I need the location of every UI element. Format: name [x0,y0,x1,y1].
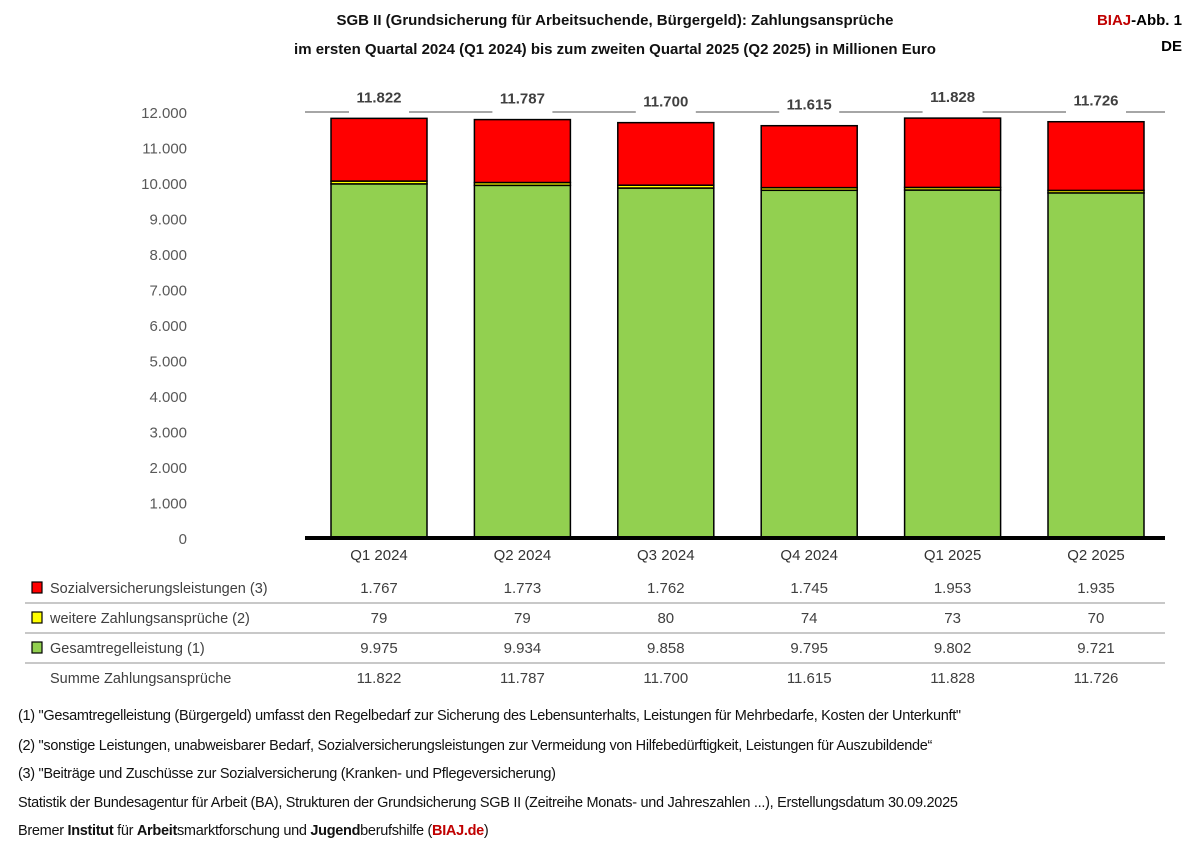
figure-badge: BIAJ-Abb. 1 DE [1097,12,1182,55]
bar-segment-sozialversicherung [1047,120,1145,192]
legend-label: weitere Zahlungsansprüche (2) [49,611,250,627]
credit-line: Bremer Institut für Arbeitsmarktforschun… [18,823,489,839]
credit-text: für [113,823,137,839]
bar-segment-sozialversicherung [617,121,715,186]
bar-segment-sozialversicherung [903,117,1002,189]
total-label-bg [1066,84,1126,116]
total-data-label: 11.828 [930,89,975,106]
chart-title-line1: SGB II (Grundsicherung für Arbeitsuchend… [336,12,894,29]
table-cell: 1.935 [1077,580,1115,597]
table-cell: 74 [801,610,818,627]
bar-segment-sozialversicherung [330,117,428,182]
bar-segment-gesamtregelleistung [330,183,428,539]
table-cell: 9.802 [934,640,972,657]
y-tick-label: 9.000 [149,212,187,229]
y-tick-label: 5.000 [149,354,187,371]
stacked-bar-chart: 0 1.000 2.000 3.000 4.000 5.000 6.000 7.000 8.00… [25,84,1165,687]
total-data-label: 11.615 [787,97,832,114]
footnote-3: (3) "Beiträge und Zuschüsse zur Sozialve… [18,766,556,782]
y-tick-label: 7.000 [149,283,187,300]
footnote-2: (2) "sonstige Leistungen, unabweisbarer … [18,738,933,754]
y-tick-label: 10.000 [141,176,187,193]
footnote-1: (1) "Gesamtregelleistung (Bürgergeld) um… [18,708,961,724]
badge-label: -Abb. 1 [1131,12,1182,29]
badge-brand: BIAJ [1096,12,1132,29]
y-tick-label: 12.000 [141,105,187,122]
x-tick-label: Q1 2024 [350,547,408,564]
bar-segment-gesamtregelleistung [760,189,858,539]
y-tick-label: 0 [179,531,187,548]
total-label-bg [635,84,696,116]
y-tick-label: 2.000 [149,460,187,477]
legend-label: Gesamtregelleistung (1) [50,641,205,657]
bar-segment-gesamtregelleistung [1047,192,1145,539]
credit-text: Bremer [18,823,68,839]
credit-text: berufshilfe ( [360,823,433,839]
biaj-link[interactable]: BIAJ.de [432,823,484,839]
total-data-label: 11.726 [1073,93,1118,110]
table-cell: 80 [657,610,674,627]
table-cell: 9.795 [790,640,828,657]
bar-segment-gesamtregelleistung [903,189,1002,539]
total-label-bg [492,84,553,116]
x-tick-label: Q2 2025 [1067,547,1125,564]
bar-segment-gesamtregelleistung [617,187,715,539]
bar-segment-sozialversicherung [760,124,858,189]
table-cell: 1.773 [504,580,542,597]
total-label-bg [922,84,983,116]
table-cell: 79 [514,610,531,627]
table-cell: 1.767 [360,580,398,597]
table-cell: 9.721 [1077,640,1115,657]
legend-label: Summe Zahlungsansprüche [50,671,231,687]
table-cell: 73 [944,610,961,627]
credit-text: smarktforschung und [176,823,311,839]
legend-swatch [31,611,43,624]
x-tick-label: Q1 2025 [924,547,982,564]
legend-label: Sozialversicherungsleistungen (3) [50,581,268,597]
y-tick-label: 1.000 [149,496,187,513]
y-tick-label: 11.000 [142,141,187,158]
table-cell: 9.975 [360,640,398,657]
badge-region: DE [1161,38,1182,55]
x-tick-label: Q4 2024 [780,547,838,564]
total-label-bg [779,84,840,116]
y-tick-label: 8.000 [149,247,187,264]
x-tick-label: Q2 2024 [494,547,552,564]
credit-bold: Jugend [310,823,361,839]
table-cell: 11.787 [500,670,545,687]
credit-bold: Institut [67,823,114,839]
source-note: Statistik der Bundesagentur für Arbeit (… [18,795,958,811]
y-tick-label: 6.000 [149,318,187,335]
table-cell: 11.615 [787,670,832,687]
total-label-bg [349,84,409,116]
chart-title-line2: im ersten Quartal 2024 (Q1 2024) bis zum… [294,41,936,58]
total-data-label: 11.822 [356,89,401,106]
y-tick-label: 4.000 [149,389,187,406]
table-cell: 70 [1088,610,1105,627]
total-data-label: 11.787 [500,91,545,108]
legend-swatch [31,641,43,654]
table-cell: 11.822 [357,670,402,687]
y-tick-label: 3.000 [149,425,187,442]
table-cell: 9.858 [647,640,685,657]
bar-segment-sozialversicherung [473,118,572,184]
credit-bold: Arbeit [136,823,177,839]
table-cell: 9.934 [504,640,542,657]
table-cell: 11.828 [930,670,975,687]
table-cell: 79 [371,610,388,627]
legend-swatch [31,581,43,594]
x-tick-label: Q3 2024 [637,547,695,564]
table-cell: 1.745 [790,580,828,597]
credit-text: ) [483,823,489,839]
table-cell: 1.762 [647,580,685,597]
table-cell: 11.726 [1074,670,1119,687]
table-cell: 11.700 [643,670,688,687]
bar-segment-gesamtregelleistung [473,184,572,539]
table-cell: 1.953 [934,580,972,597]
total-data-label: 11.700 [643,94,688,111]
